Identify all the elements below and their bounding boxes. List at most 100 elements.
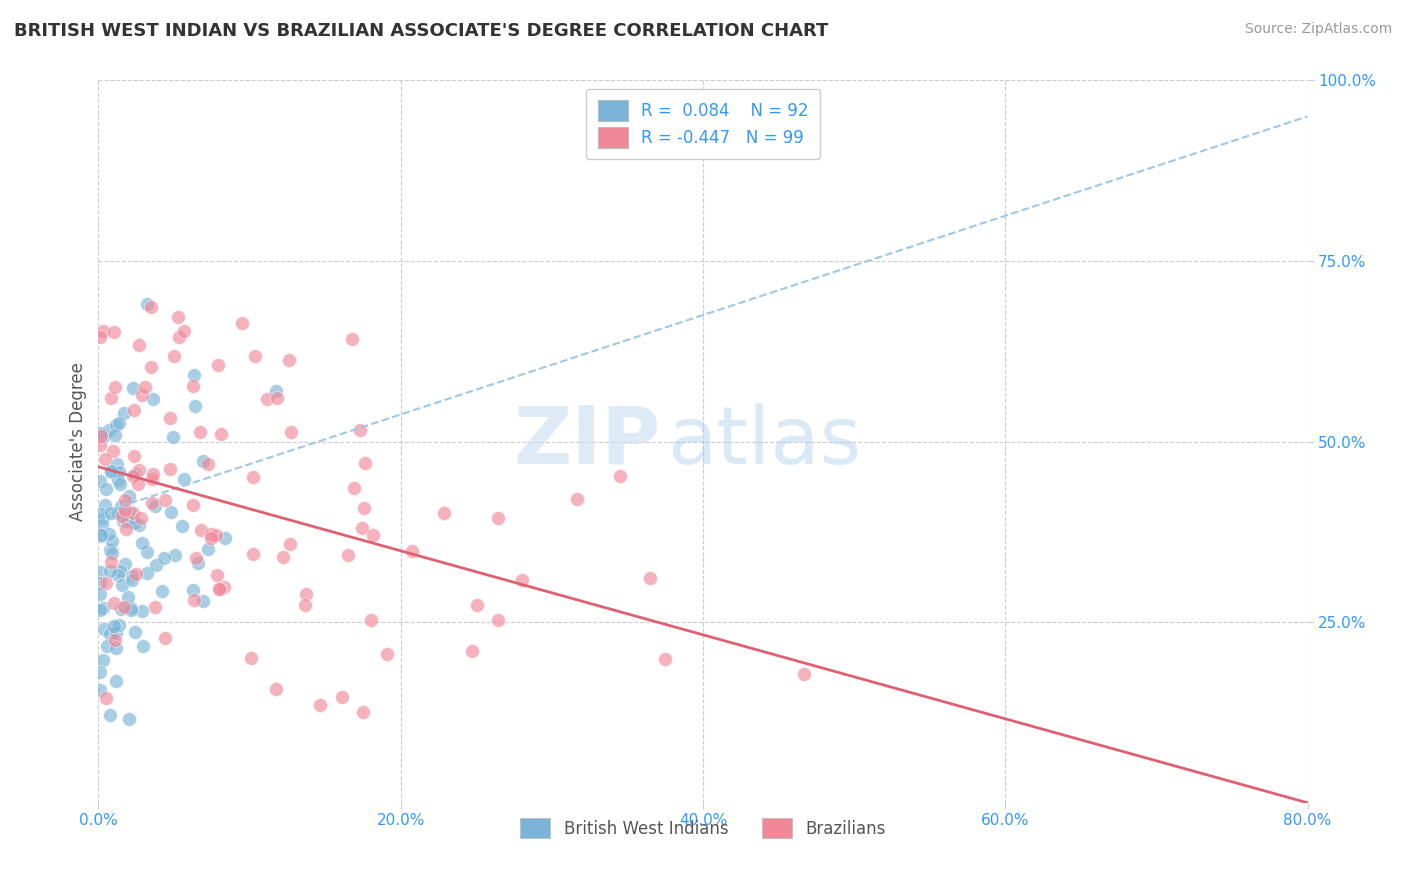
Point <box>115 522 138 536</box>
Point <box>89 575 111 590</box>
Point <box>181 582 204 597</box>
Point <box>100 533 122 548</box>
Point <box>207 359 229 373</box>
Y-axis label: Associate's Degree: Associate's Degree <box>69 362 87 521</box>
Point <box>104 417 127 432</box>
Point <box>120 601 142 615</box>
Point <box>112 599 135 614</box>
Point <box>100 466 122 480</box>
Point <box>111 508 134 523</box>
Point <box>91 601 114 615</box>
Point <box>654 652 676 666</box>
Point <box>105 641 128 656</box>
Point <box>118 712 141 726</box>
Point <box>89 603 111 617</box>
Point <box>208 582 231 597</box>
Point <box>100 506 122 520</box>
Point <box>139 360 162 375</box>
Point <box>401 543 423 558</box>
Point <box>108 618 131 632</box>
Point <box>361 527 384 541</box>
Point <box>97 423 120 437</box>
Point <box>465 598 488 612</box>
Point <box>143 600 166 615</box>
Point <box>197 542 219 557</box>
Text: atlas: atlas <box>666 402 860 481</box>
Point <box>108 465 131 479</box>
Point <box>94 451 117 466</box>
Point <box>360 613 382 627</box>
Point <box>340 332 363 346</box>
Point <box>183 368 205 383</box>
Point <box>200 531 222 545</box>
Point <box>101 546 124 560</box>
Point <box>160 505 183 519</box>
Point <box>103 596 125 610</box>
Point <box>349 423 371 437</box>
Point <box>243 349 266 363</box>
Point <box>167 310 190 325</box>
Point <box>89 330 111 344</box>
Point <box>103 325 125 339</box>
Point <box>167 329 190 343</box>
Point <box>108 416 131 430</box>
Point <box>125 566 148 581</box>
Point <box>104 428 127 442</box>
Point <box>129 510 152 524</box>
Point <box>209 427 232 442</box>
Point <box>111 577 134 591</box>
Point <box>135 296 157 310</box>
Point <box>163 350 186 364</box>
Point <box>295 586 318 600</box>
Point <box>510 573 533 587</box>
Point <box>191 594 214 608</box>
Point <box>121 569 143 583</box>
Point <box>91 324 114 338</box>
Text: Source: ZipAtlas.com: Source: ZipAtlas.com <box>1244 22 1392 37</box>
Point <box>121 469 143 483</box>
Point <box>89 587 111 601</box>
Point <box>124 450 146 464</box>
Point <box>135 566 157 581</box>
Point <box>486 613 509 627</box>
Point <box>115 514 138 528</box>
Point <box>100 391 122 405</box>
Point <box>96 482 118 496</box>
Point <box>207 567 229 582</box>
Point <box>89 683 111 698</box>
Point <box>309 698 332 712</box>
Point <box>128 338 150 352</box>
Point <box>108 564 131 578</box>
Point <box>214 580 236 594</box>
Point <box>132 640 155 654</box>
Point <box>352 520 374 534</box>
Point <box>110 500 132 514</box>
Point <box>89 665 111 679</box>
Point <box>104 633 127 648</box>
Point <box>128 517 150 532</box>
Point <box>128 463 150 477</box>
Point <box>108 477 131 491</box>
Point <box>170 519 193 533</box>
Text: BRITISH WEST INDIAN VS BRAZILIAN ASSOCIATE'S DEGREE CORRELATION CHART: BRITISH WEST INDIAN VS BRAZILIAN ASSOCIA… <box>14 22 828 40</box>
Point <box>131 388 153 402</box>
Point <box>187 556 209 570</box>
Point <box>242 470 264 484</box>
Point <box>433 507 456 521</box>
Point <box>264 682 287 697</box>
Point <box>104 673 127 688</box>
Point <box>91 518 114 533</box>
Point <box>150 583 173 598</box>
Point <box>124 516 146 530</box>
Point <box>280 425 302 439</box>
Point <box>93 429 115 443</box>
Point <box>567 491 589 506</box>
Point <box>200 526 222 541</box>
Point <box>117 590 139 604</box>
Point <box>197 458 219 472</box>
Point <box>114 503 136 517</box>
Point <box>141 496 163 510</box>
Point <box>336 548 359 562</box>
Point <box>114 558 136 572</box>
Point <box>208 582 231 596</box>
